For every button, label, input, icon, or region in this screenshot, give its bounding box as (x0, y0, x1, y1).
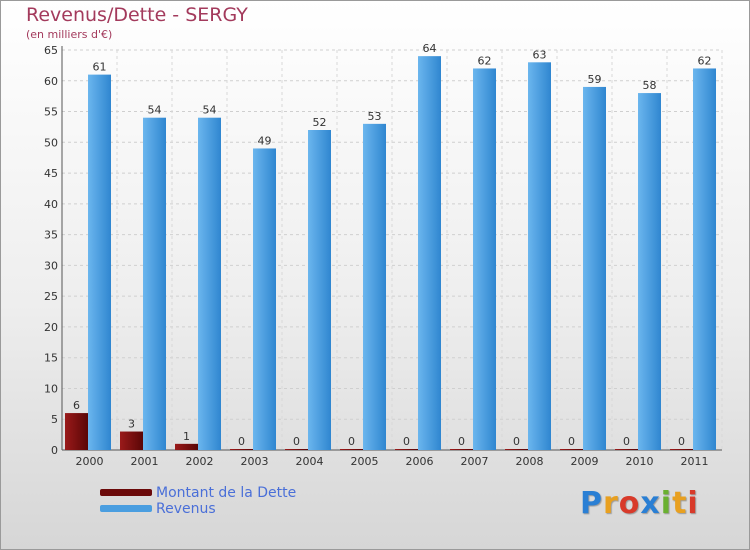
x-tick-label: 2002 (186, 455, 214, 468)
data-label-revenus: 54 (203, 104, 217, 117)
axes (61, 46, 722, 451)
x-tick-label: 2009 (571, 455, 599, 468)
data-label-revenus: 54 (148, 104, 162, 117)
data-label-revenus: 61 (93, 61, 107, 74)
bar-revenus (88, 74, 111, 450)
data-label-dette: 1 (183, 430, 190, 443)
data-label-revenus: 53 (368, 110, 382, 123)
bar-dette (230, 449, 253, 450)
x-tick-label: 2000 (76, 455, 104, 468)
legend-swatch-dette (100, 489, 152, 496)
y-tick-label: 65 (44, 44, 58, 57)
x-tick-label: 2008 (516, 455, 544, 468)
logo-letter: P (580, 486, 603, 521)
bar-revenus (143, 117, 166, 450)
data-label-revenus: 62 (478, 54, 492, 67)
logo-letter: i (660, 486, 673, 521)
data-label-dette: 0 (568, 435, 575, 448)
bar-dette (560, 449, 583, 450)
data-label-revenus: 49 (258, 134, 272, 147)
bar-dette (65, 413, 88, 450)
data-label-dette: 0 (293, 435, 300, 448)
x-tick-label: 2004 (296, 455, 324, 468)
data-label-dette: 0 (623, 435, 630, 448)
bar-dette (670, 449, 693, 450)
x-tick-label: 2007 (461, 455, 489, 468)
data-label-dette: 0 (403, 435, 410, 448)
x-tick-label: 2001 (131, 455, 159, 468)
x-tick-label: 2005 (351, 455, 379, 468)
bar-dette (395, 449, 418, 450)
x-tick-label: 2003 (241, 455, 269, 468)
bar-dette (450, 449, 473, 450)
bar-dette (285, 449, 308, 450)
logo-letter: x (640, 486, 661, 521)
logo-letter: o (618, 486, 641, 521)
proxiti-logo: Proxiti (580, 486, 699, 521)
bar-dette (340, 449, 363, 450)
data-label-revenus: 62 (698, 54, 712, 67)
data-label-dette: 0 (678, 435, 685, 448)
bar-revenus (253, 148, 276, 450)
data-label-dette: 0 (513, 435, 520, 448)
data-label-dette: 3 (128, 418, 135, 431)
y-tick-label: 5 (51, 413, 58, 426)
bar-revenus (308, 130, 331, 450)
legend-label-dette: Montant de la Dette (156, 485, 297, 501)
data-label-revenus: 58 (643, 79, 657, 92)
y-tick-label: 10 (44, 382, 58, 395)
bar-dette (615, 449, 638, 450)
data-label-dette: 0 (348, 435, 355, 448)
y-tick-label: 40 (44, 198, 58, 211)
bar-revenus (528, 62, 551, 451)
bars (65, 56, 716, 451)
y-tick-label: 35 (44, 229, 58, 242)
data-label-dette: 0 (238, 435, 245, 448)
logo-letter: r (603, 486, 619, 521)
data-label-revenus: 63 (533, 48, 547, 61)
chart-subtitle: (en milliers d'€) (26, 28, 113, 41)
data-label-dette: 6 (73, 399, 80, 412)
bar-revenus (693, 68, 716, 450)
bar-dette (120, 431, 143, 450)
bar-revenus (418, 56, 441, 451)
y-tick-label: 50 (44, 136, 58, 149)
bar-dette (175, 443, 198, 450)
x-tick-label: 2010 (626, 455, 654, 468)
y-tick-label: 55 (44, 106, 58, 119)
bar-revenus (363, 123, 386, 450)
y-tick-label: 25 (44, 290, 58, 303)
legend-label-revenus: Revenus (156, 501, 216, 517)
bar-dette (505, 449, 528, 450)
legend-swatch-revenus (100, 505, 152, 512)
x-tick-label: 2006 (406, 455, 434, 468)
data-label-dette: 0 (458, 435, 465, 448)
chart-title: Revenus/Dette - SERGY (26, 4, 248, 26)
logo-letter: t (672, 486, 688, 521)
y-tick-label: 30 (44, 259, 58, 272)
y-tick-label: 20 (44, 321, 58, 334)
y-tick-label: 45 (44, 167, 58, 180)
bar-revenus (638, 93, 661, 451)
data-label-revenus: 52 (313, 116, 327, 129)
bar-revenus (583, 86, 606, 450)
labels: 0510152025303540455055606566120003542001… (44, 42, 712, 468)
x-tick-label: 2011 (681, 455, 709, 468)
y-tick-label: 0 (51, 444, 58, 457)
y-tick-label: 15 (44, 352, 58, 365)
logo-letter: i (687, 486, 699, 521)
data-label-revenus: 64 (423, 42, 437, 55)
bar-revenus (473, 68, 496, 450)
y-tick-label: 60 (44, 75, 58, 88)
data-label-revenus: 59 (588, 73, 602, 86)
bar-revenus (198, 117, 221, 450)
